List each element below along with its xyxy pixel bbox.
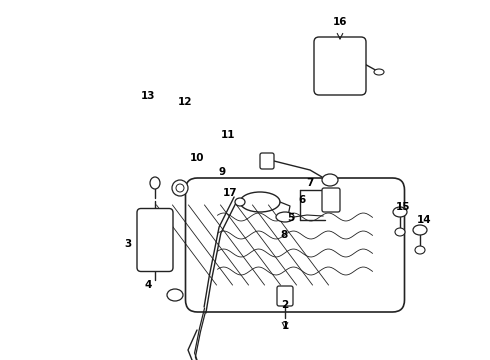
Ellipse shape — [150, 177, 160, 189]
Text: 12: 12 — [178, 97, 192, 107]
Ellipse shape — [176, 184, 184, 192]
Ellipse shape — [374, 69, 384, 75]
Text: 14: 14 — [416, 215, 431, 225]
FancyBboxPatch shape — [314, 37, 366, 95]
Text: 13: 13 — [141, 91, 155, 101]
FancyBboxPatch shape — [186, 178, 405, 312]
Text: 16: 16 — [333, 17, 347, 27]
Text: 4: 4 — [145, 280, 152, 290]
Text: 17: 17 — [222, 188, 237, 198]
Text: 7: 7 — [306, 178, 314, 188]
FancyBboxPatch shape — [137, 208, 173, 271]
Text: 2: 2 — [281, 300, 289, 310]
Text: 10: 10 — [190, 153, 204, 163]
Ellipse shape — [395, 228, 405, 236]
Ellipse shape — [235, 198, 245, 206]
Text: 6: 6 — [298, 195, 306, 205]
Text: 1: 1 — [281, 321, 289, 331]
Ellipse shape — [167, 289, 183, 301]
FancyBboxPatch shape — [322, 188, 340, 212]
Text: 15: 15 — [396, 202, 410, 212]
Text: 8: 8 — [280, 230, 288, 240]
Ellipse shape — [322, 174, 338, 186]
Ellipse shape — [393, 207, 407, 217]
Text: 9: 9 — [219, 167, 225, 177]
Text: 3: 3 — [124, 239, 132, 249]
Text: 5: 5 — [287, 213, 294, 223]
Ellipse shape — [172, 180, 188, 196]
Ellipse shape — [415, 246, 425, 254]
Ellipse shape — [276, 212, 294, 222]
FancyBboxPatch shape — [277, 286, 293, 306]
Text: 11: 11 — [221, 130, 235, 140]
Ellipse shape — [413, 225, 427, 235]
FancyBboxPatch shape — [260, 153, 274, 169]
